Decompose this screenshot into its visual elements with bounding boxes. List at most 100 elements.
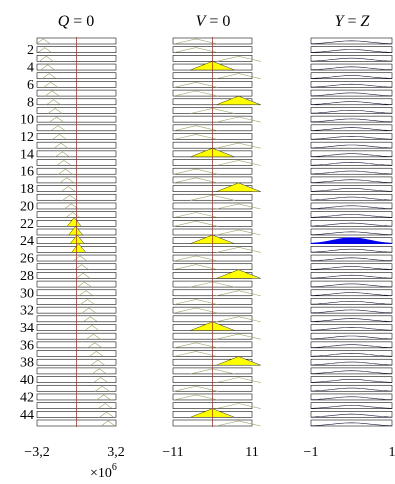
density-curve <box>92 368 107 375</box>
density-curve <box>310 396 393 400</box>
density-curve <box>56 160 72 166</box>
panel-q-xtick-max: 3,2 <box>107 445 125 460</box>
density-curve <box>216 116 261 123</box>
density-curve <box>173 168 219 175</box>
density-fill <box>216 95 261 106</box>
panel-v-title: V = 0 <box>196 13 231 30</box>
density-curve <box>310 292 393 296</box>
density-curve <box>93 377 108 383</box>
density-fill <box>216 269 261 279</box>
density-curve <box>55 151 70 158</box>
density-curve <box>310 318 393 322</box>
density-curve <box>216 55 261 62</box>
row-label: 20 <box>20 199 34 214</box>
density-fill <box>69 234 85 244</box>
panel-y-xtick-min: −1 <box>304 445 319 460</box>
panel-v: V = 0 −11 11 <box>162 13 261 460</box>
density-curve <box>58 168 73 175</box>
density-curve <box>173 394 219 401</box>
density-curve <box>310 405 393 409</box>
density-fill <box>216 182 261 192</box>
density-curve <box>41 73 57 79</box>
density-curve <box>310 422 393 426</box>
density-curve <box>310 196 393 201</box>
density-curve <box>173 220 219 227</box>
density-curve <box>173 351 219 357</box>
panel-q-xtick-min: −3,2 <box>24 445 49 460</box>
density-curve <box>173 212 219 218</box>
density-curve <box>89 351 104 357</box>
density-curve <box>310 161 393 166</box>
density-curve <box>75 272 91 279</box>
density-curve <box>100 420 116 427</box>
density-fill <box>68 225 84 236</box>
density-curve <box>90 359 106 366</box>
density-curve <box>216 203 261 210</box>
row-label: 40 <box>20 373 34 388</box>
density-curve <box>310 361 393 366</box>
density-curve <box>43 81 58 88</box>
density-curve <box>310 135 393 140</box>
density-curve <box>173 134 219 140</box>
density-curve <box>64 203 79 210</box>
density-curve <box>47 108 63 114</box>
row-label: 32 <box>20 304 34 319</box>
panel-y-title: Y = Z <box>335 13 371 30</box>
row-label: 42 <box>20 390 34 405</box>
row-label: 30 <box>20 286 34 301</box>
panel-v-rows <box>172 37 261 427</box>
density-curve <box>65 212 81 218</box>
row-label: 24 <box>20 234 34 249</box>
density-curve <box>310 170 393 175</box>
panel-q-title: Q = 0 <box>58 13 95 30</box>
density-curve <box>50 125 66 132</box>
density-curve <box>310 309 393 314</box>
density-curve <box>216 160 261 166</box>
density-curve <box>173 125 219 132</box>
density-curve <box>310 66 393 71</box>
density-curve <box>80 299 95 305</box>
row-label: 4 <box>27 61 34 76</box>
density-curve <box>310 214 393 218</box>
row-label: 14 <box>20 147 34 162</box>
density-curve <box>310 40 393 44</box>
row-label: 38 <box>20 356 34 371</box>
panel-y-xtick-max: 1 <box>389 445 395 460</box>
panel-y-rows <box>310 37 393 427</box>
density-curve <box>310 92 393 97</box>
density-curve <box>61 186 76 192</box>
row-label: 12 <box>20 130 34 145</box>
density-curve <box>310 344 393 348</box>
density-curve <box>310 57 393 62</box>
density-curve <box>173 177 219 184</box>
density-curve <box>310 266 393 270</box>
density-curve <box>310 379 393 383</box>
density-curve <box>173 264 219 270</box>
row-label: 16 <box>20 165 34 180</box>
row-label: 2 <box>27 43 34 58</box>
density-fill <box>70 243 87 253</box>
density-curve <box>44 90 60 97</box>
density-curve <box>37 47 53 53</box>
density-curve <box>77 281 92 288</box>
row-label: 36 <box>20 338 34 353</box>
density-curve <box>216 420 261 427</box>
panel-q: Q = 0 246810121416182022242628303234363840… <box>20 13 125 481</box>
density-curve <box>216 316 261 323</box>
density-curve <box>49 116 64 123</box>
row-label: 34 <box>20 321 34 336</box>
density-curve <box>52 134 67 140</box>
density-curve <box>40 64 55 71</box>
density-curve <box>310 231 393 235</box>
density-curve <box>310 179 393 183</box>
density-curve <box>310 413 393 418</box>
density-curve <box>310 387 393 392</box>
row-label: 8 <box>27 95 34 110</box>
density-curve <box>310 352 393 357</box>
density-curve <box>310 326 393 331</box>
density-curve <box>173 38 219 45</box>
density-curve <box>59 177 75 184</box>
density-curve <box>81 307 97 314</box>
